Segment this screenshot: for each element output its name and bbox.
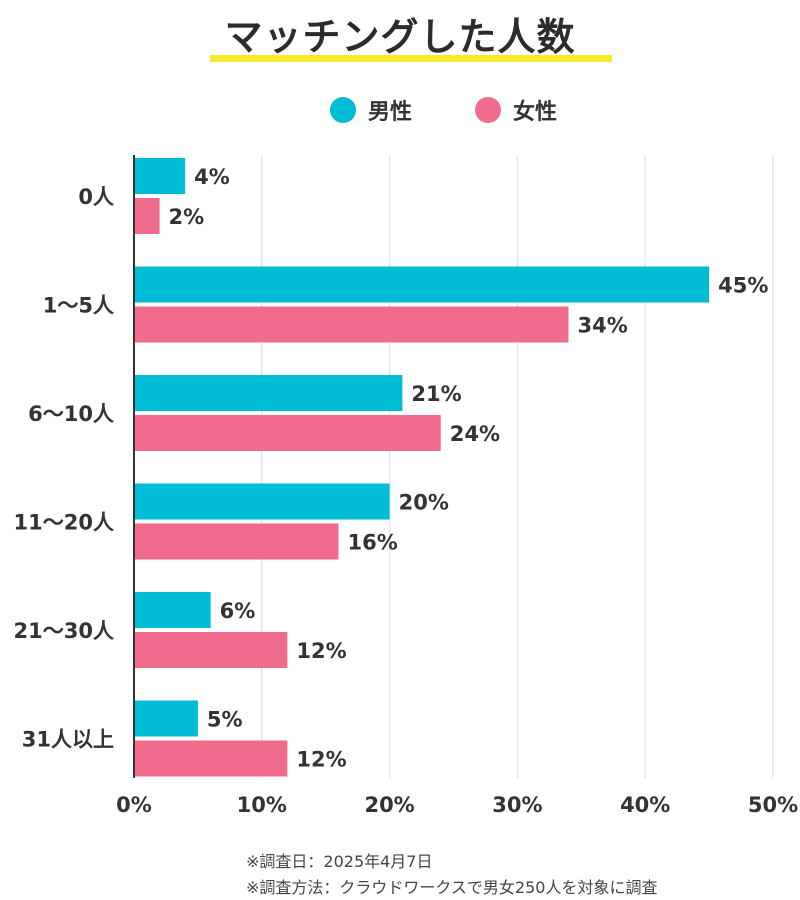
value-label-female-5: 12% bbox=[296, 748, 346, 772]
bar-female-0 bbox=[134, 198, 160, 234]
survey-method-note: ※調査方法：クラウドワークスで男女250人を対象に調査 bbox=[246, 878, 658, 897]
category-label-5: 31人以上 bbox=[22, 728, 114, 752]
x-tick-label-10: 10% bbox=[237, 793, 287, 817]
category-label-2: 6〜10人 bbox=[28, 402, 114, 426]
bar-female-2 bbox=[134, 415, 441, 451]
value-label-female-1: 34% bbox=[578, 314, 628, 338]
bar-male-4 bbox=[134, 592, 211, 628]
legend-label-female: 女性 bbox=[513, 100, 558, 125]
x-tick-label-20: 20% bbox=[364, 793, 414, 817]
bar-female-1 bbox=[134, 306, 569, 343]
bar-female-3 bbox=[134, 523, 339, 560]
value-label-female-2: 24% bbox=[450, 422, 500, 446]
bar-male-5 bbox=[134, 700, 198, 737]
value-label-male-3: 20% bbox=[399, 491, 449, 515]
category-label-1: 1〜5人 bbox=[43, 294, 114, 318]
legend-item-female: 女性 bbox=[475, 92, 557, 128]
bar-female-4 bbox=[134, 632, 288, 668]
x-tick-label-40: 40% bbox=[620, 793, 670, 817]
survey-date-note: ※調査日：2025年4月7日 bbox=[246, 852, 433, 871]
category-label-3: 11〜20人 bbox=[14, 511, 114, 535]
bar-male-3 bbox=[134, 483, 390, 520]
bar-male-0 bbox=[134, 158, 186, 194]
legend: 男性 女性 bbox=[0, 92, 800, 128]
category-label-4: 21〜30人 bbox=[14, 619, 114, 643]
bar-chart: 0人4%2%1〜5人45%34%6〜10人21%24%11〜20人20%16%2… bbox=[14, 155, 798, 817]
value-label-male-2: 21% bbox=[411, 382, 461, 406]
chart-title: マッチングした人数 bbox=[224, 15, 576, 59]
x-tick-label-50: 50% bbox=[748, 793, 798, 817]
value-label-male-5: 5% bbox=[207, 708, 243, 732]
bar-female-5 bbox=[134, 740, 288, 777]
x-tick-label-0: 0% bbox=[116, 793, 152, 817]
legend-item-male: 男性 bbox=[330, 92, 412, 128]
value-label-male-1: 45% bbox=[718, 274, 768, 298]
value-label-female-0: 2% bbox=[169, 205, 205, 229]
category-label-0: 0人 bbox=[78, 185, 114, 209]
bar-male-1 bbox=[134, 266, 710, 303]
bar-male-2 bbox=[134, 375, 403, 411]
legend-swatch-male bbox=[330, 97, 356, 123]
value-label-female-4: 12% bbox=[296, 639, 346, 663]
legend-label-male: 男性 bbox=[368, 100, 413, 125]
value-label-male-0: 4% bbox=[194, 165, 230, 189]
legend-swatch-female bbox=[475, 97, 501, 123]
value-label-male-4: 6% bbox=[220, 599, 256, 623]
value-label-female-3: 16% bbox=[347, 531, 397, 555]
title-underline bbox=[210, 55, 612, 62]
x-tick-label-30: 30% bbox=[492, 793, 542, 817]
